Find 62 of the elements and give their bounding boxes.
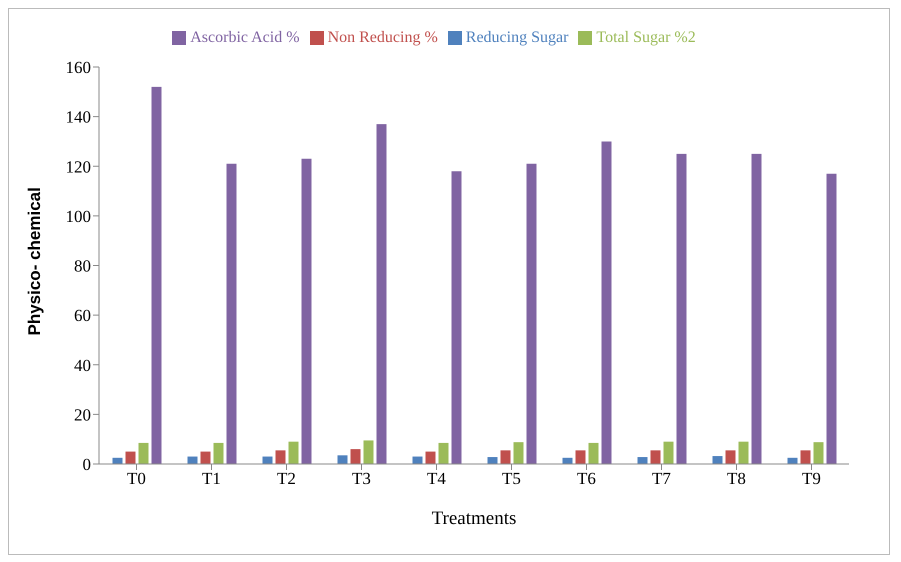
bar	[200, 452, 210, 464]
bar	[488, 457, 498, 464]
bar	[726, 450, 736, 464]
bar	[650, 450, 660, 464]
y-axis-title: Physico- chemical	[25, 187, 44, 336]
bar	[676, 154, 686, 464]
x-tick-label: T1	[202, 469, 221, 488]
x-tick-label: T4	[427, 469, 446, 488]
bar	[262, 456, 272, 464]
bar	[188, 456, 198, 464]
bar	[276, 450, 286, 464]
bar	[526, 164, 536, 464]
bar	[138, 442, 148, 464]
bar	[426, 452, 436, 464]
y-tick-label: 100	[66, 206, 91, 226]
x-axis-title: Treatments	[432, 508, 516, 529]
legend-label: Total Sugar %2	[596, 29, 696, 46]
legend-label: Reducing Sugar	[466, 29, 568, 46]
x-tick-label: T6	[577, 469, 596, 488]
bar	[800, 450, 810, 464]
bar	[376, 124, 386, 464]
bar	[588, 442, 598, 464]
bar	[214, 442, 224, 464]
y-tick-label: 40	[74, 356, 91, 375]
bar	[126, 452, 136, 464]
bar	[226, 164, 236, 464]
bar	[602, 141, 612, 464]
y-tick-label: 20	[74, 405, 91, 424]
x-tick-label: T9	[802, 469, 821, 488]
y-tick-label: 0	[82, 455, 91, 474]
y-tick-label: 140	[66, 108, 91, 127]
legend-label: Ascorbic Acid %	[190, 29, 300, 46]
y-tick-label: 80	[74, 256, 91, 276]
x-tick-label: T5	[502, 469, 521, 488]
bar	[664, 442, 674, 464]
bar	[638, 457, 648, 464]
y-tick-label: 120	[66, 157, 91, 176]
bar	[364, 440, 374, 464]
bar	[814, 442, 824, 464]
bar	[712, 456, 722, 464]
bar	[514, 442, 524, 464]
bar	[738, 442, 748, 464]
bar	[288, 442, 298, 464]
x-tick-label: T0	[127, 469, 146, 488]
bar	[152, 86, 162, 464]
bar	[338, 455, 348, 464]
bar	[412, 456, 422, 464]
bar	[452, 171, 462, 464]
legend-label: Non Reducing %	[328, 29, 438, 46]
x-tick-label: T8	[727, 469, 746, 488]
x-tick-label: T7	[652, 469, 672, 488]
bar	[752, 154, 762, 464]
bar	[500, 450, 510, 464]
x-tick-label: T3	[352, 469, 371, 488]
bar	[576, 450, 586, 464]
y-tick-label: 60	[74, 306, 91, 326]
bar	[438, 442, 448, 464]
y-tick-label: 160	[66, 58, 91, 78]
bar	[826, 174, 836, 464]
bar	[302, 158, 312, 464]
bar	[350, 449, 360, 464]
x-tick-label: T2	[277, 469, 296, 488]
